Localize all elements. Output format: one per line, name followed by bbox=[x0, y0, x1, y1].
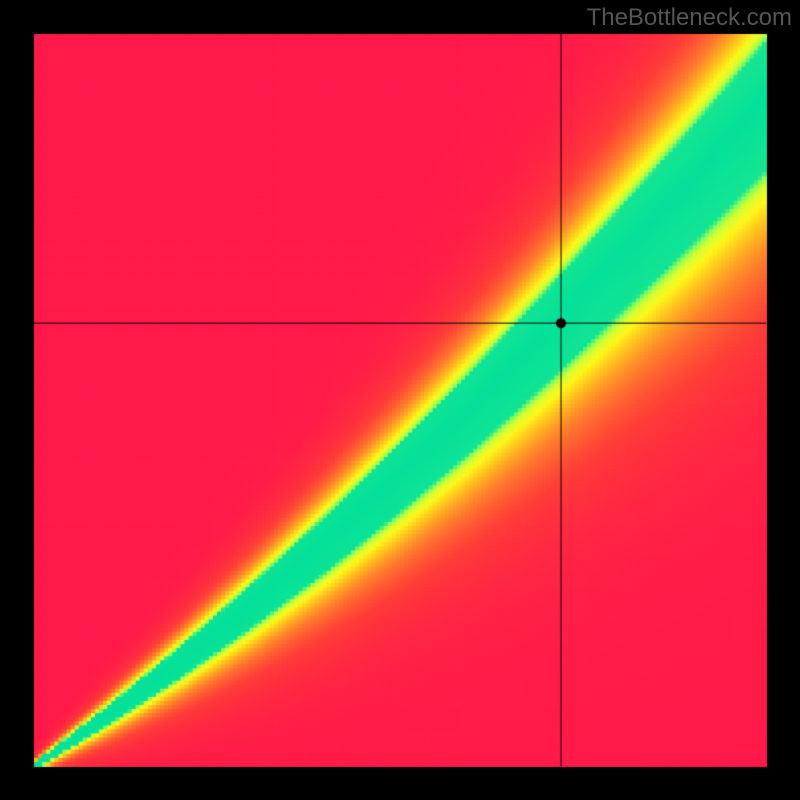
watermark-text: TheBottleneck.com bbox=[587, 4, 792, 32]
bottleneck-heatmap bbox=[0, 0, 800, 800]
